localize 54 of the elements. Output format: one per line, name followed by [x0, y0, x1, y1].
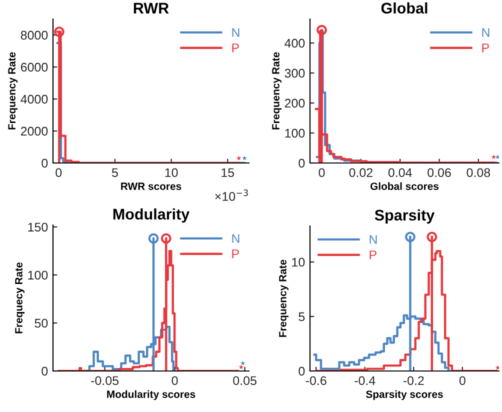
- chart-title: Modularity: [113, 208, 190, 223]
- y-tick-label: 4000: [20, 94, 48, 104]
- x-tick-label: -0.6: [306, 376, 326, 386]
- legend-label: P: [482, 44, 489, 52]
- y-tick-label: 0: [42, 158, 48, 168]
- y-tick-label: 2000: [20, 126, 48, 136]
- y-tick-label: 0: [42, 366, 48, 376]
- y-tick-label: 6000: [20, 62, 48, 72]
- legend-label: N: [482, 28, 490, 37]
- x-tick-label: 0: [318, 168, 325, 178]
- y-tick-label: 0: [298, 158, 305, 168]
- legend-label: N: [232, 234, 240, 243]
- chart-title: Sparsity: [374, 209, 435, 224]
- y-tick-label: 0: [298, 366, 305, 376]
- x-tick-label: 0: [172, 376, 178, 386]
- y-tick-label: 100: [285, 128, 305, 138]
- x-tick-label: 0.08: [466, 168, 490, 178]
- x-tick-label: 0: [56, 168, 62, 178]
- x-axis-title: Global scores: [370, 182, 439, 190]
- x-tick-label: 0: [459, 376, 466, 386]
- y-tick-label: 5: [298, 312, 305, 322]
- y-tick-label: 8000: [20, 30, 48, 40]
- x-axis-title: RWR scores: [121, 182, 182, 190]
- chart-title: Global: [381, 2, 428, 14]
- x-axis-title: Sparsity scores: [366, 390, 443, 400]
- x-tick-label: -0.2: [403, 376, 424, 386]
- y-axis-title: Frequecy Rate: [15, 262, 25, 334]
- y-axis-title: Frequency Rate: [8, 52, 18, 130]
- y-tick-label: 400: [284, 38, 305, 48]
- x-tick-label: 0.05: [233, 376, 256, 386]
- text: N: [370, 235, 377, 244]
- y-axis-title: Frequency Rate: [272, 52, 282, 130]
- x-tick-label: 10: [165, 168, 178, 178]
- x-tick-label: 0.06: [428, 168, 451, 178]
- y-tick-label: 10: [292, 258, 305, 267]
- x-tick-label: -0.05: [91, 376, 119, 386]
- y-tick-label: 300: [284, 68, 305, 78]
- text: ×10$^{−3}$: [215, 189, 248, 201]
- x-tick-label: 5: [112, 168, 118, 178]
- y-tick-label: 50: [34, 318, 48, 328]
- text: P: [370, 250, 376, 260]
- y-tick-label: 200: [284, 98, 305, 108]
- legend-label: P: [232, 250, 239, 258]
- x-tick-label: 15: [222, 168, 234, 178]
- x-axis-title: Modularity scores: [107, 390, 196, 400]
- x-tick-label: -0.4: [354, 376, 376, 386]
- x-tick-label: 0.02: [349, 168, 372, 178]
- x-tick-label: 0.04: [388, 168, 412, 178]
- y-tick-label: 100: [28, 270, 48, 280]
- legend-label: N: [232, 28, 240, 37]
- y-tick-label: 150: [28, 222, 48, 232]
- chart-title: RWR: [134, 2, 169, 14]
- legend-label: P: [232, 44, 239, 52]
- y-axis-title: Frequency Rate: [279, 260, 288, 337]
